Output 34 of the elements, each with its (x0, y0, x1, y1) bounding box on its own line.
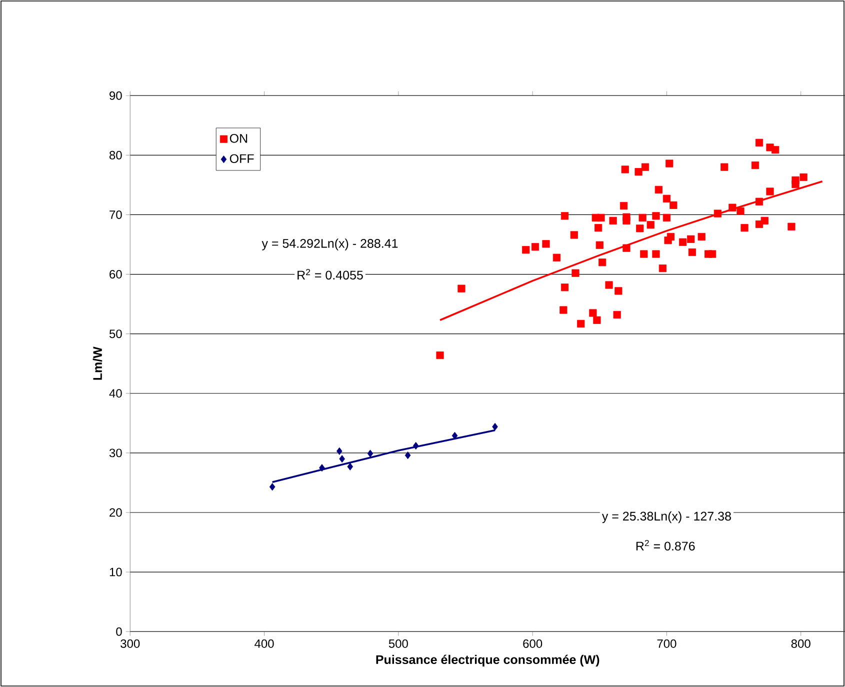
point (347, 462, 354, 470)
y-tick-label: 0 (116, 627, 122, 636)
annotation: R$^{2}$ = 0.876 (636, 540, 695, 551)
y-tick-label: 50 (109, 330, 122, 338)
x-tick-label: 800 (791, 639, 810, 648)
legend-label: ON (230, 134, 248, 143)
point (339, 455, 345, 463)
y-tick-label: 10 (110, 568, 122, 576)
point (412, 442, 419, 450)
y-tick-label: 90 (110, 91, 122, 100)
annotation: y = 54.292Ln(x) - 288.41 (262, 238, 398, 250)
y-tick-label: 40 (109, 389, 122, 398)
y-tick-label: 20 (110, 508, 122, 517)
x-axis-title: Puissance électrique consommée (W) (376, 654, 600, 667)
annotation: y = 25.38Ln(x) - 127.38 (602, 511, 731, 524)
point (269, 483, 276, 491)
x-tick-label: 400 (254, 639, 274, 648)
y-tick-label: 60 (110, 270, 122, 279)
x-tick-label: 700 (657, 639, 676, 648)
x-tick-label: 600 (523, 639, 542, 648)
point (492, 422, 498, 431)
legend-label: OFF (230, 154, 254, 164)
y-tick-label: 80 (110, 150, 122, 160)
point (319, 464, 325, 472)
point (404, 452, 411, 460)
point (367, 450, 374, 458)
line-series (439, 180, 824, 322)
y-tick-label: 70 (110, 210, 122, 219)
x-tick-label: 300 (120, 639, 140, 648)
annotation: R$^{2}$ = 0.4055 (298, 268, 363, 280)
point (336, 447, 342, 455)
x-tick-label: 500 (388, 639, 408, 648)
y-tick-label: 30 (109, 448, 122, 458)
y-axis-title: Lm/W (92, 346, 102, 380)
